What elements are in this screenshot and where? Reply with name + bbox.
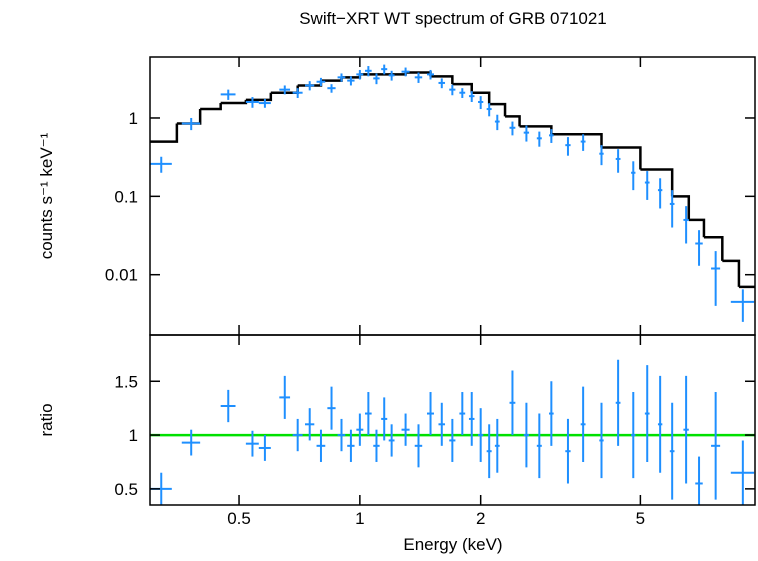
model-step [703, 236, 724, 261]
y-tick-label: 0.1 [114, 187, 138, 206]
plot-area [150, 64, 755, 322]
panel-frame [149, 334, 756, 506]
model-step [430, 75, 454, 85]
y-tick-label: 1 [129, 426, 138, 445]
model-step [200, 103, 222, 111]
model-step [471, 91, 491, 105]
panel-frame [149, 56, 756, 336]
x-axis-label: Energy (keV) [403, 535, 502, 554]
model-step [688, 218, 706, 238]
model-step [452, 82, 473, 93]
model-step [722, 259, 741, 287]
chart-title: Swift−XRT WT spectrum of GRB 071021 [299, 9, 607, 28]
y-axis-label: ratio [37, 403, 56, 436]
x-tick-label: 1 [355, 509, 364, 528]
model-step [176, 109, 202, 125]
model-step [640, 168, 674, 197]
model-step [672, 195, 691, 220]
model-step [220, 99, 248, 105]
x-tick-label: 5 [636, 509, 645, 528]
model-step [551, 132, 603, 148]
x-tick-label: 0.5 [227, 509, 251, 528]
model-step [489, 102, 507, 117]
y-tick-label: 0.01 [105, 266, 138, 285]
y-tick-label: 0.5 [114, 480, 138, 499]
model-step [359, 72, 407, 76]
y-tick-label: 1 [129, 109, 138, 128]
model-step [601, 146, 642, 170]
model-step [150, 123, 179, 143]
x-tick-label: 2 [476, 509, 485, 528]
plot-area [150, 359, 755, 505]
model-step [505, 115, 521, 127]
y-tick-label: 1.5 [114, 372, 138, 391]
model-step [245, 92, 273, 102]
y-axis-label: counts s⁻¹ keV⁻¹ [37, 132, 56, 259]
